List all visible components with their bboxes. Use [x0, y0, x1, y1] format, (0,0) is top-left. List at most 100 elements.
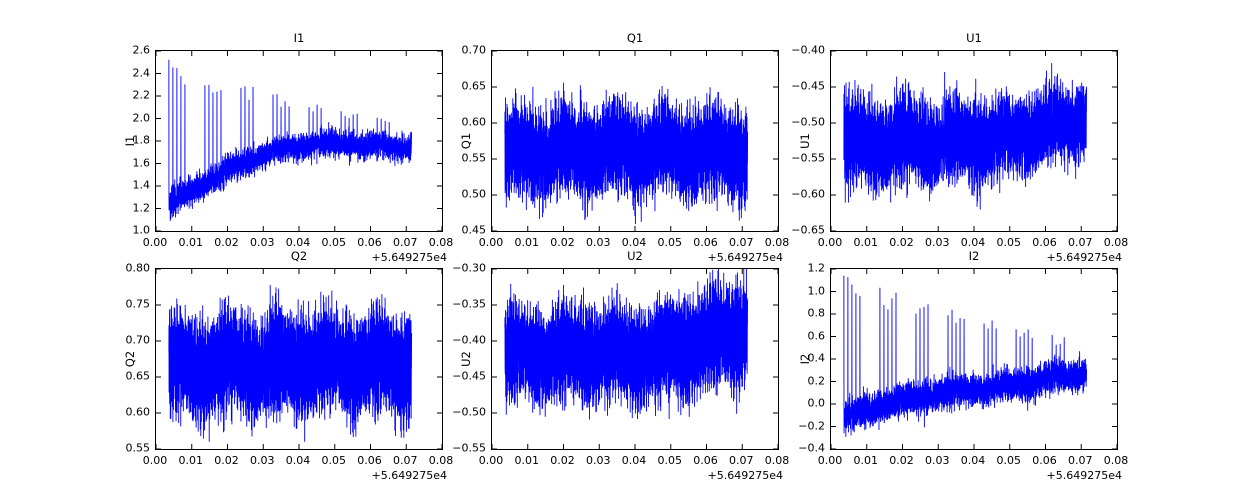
subplot-title-u1: U1	[966, 31, 982, 45]
x-tick-label: 0.01	[178, 236, 204, 249]
plot-area-q2	[155, 268, 443, 450]
x-tick-label: 0.07	[729, 454, 754, 467]
x-tick-label: 0.02	[550, 454, 575, 467]
x-tick-label: 0.08	[428, 454, 454, 467]
x-axis-offset-text: +5.649275e4	[1046, 469, 1122, 482]
y-tick-label: 0.50	[461, 187, 487, 201]
x-tick-label: 0.05	[321, 454, 347, 467]
y-tick-label: 1.4	[132, 178, 151, 192]
x-tick-label: 0.02	[889, 454, 914, 467]
x-tick-label: 0.07	[729, 236, 754, 249]
x-tick-label: 0.04	[621, 454, 647, 467]
x-tick-label: 0.05	[321, 236, 347, 249]
y-tick-label: 0.2	[807, 374, 826, 387]
x-tick-label: 0.00	[478, 454, 504, 467]
x-tick-label: 0.06	[357, 236, 382, 249]
y-tick-label: −0.65	[791, 223, 825, 237]
x-tick-label: 0.05	[657, 236, 683, 249]
x-tick-label: 0.06	[693, 454, 718, 467]
y-tick-label: 0.65	[461, 79, 487, 93]
x-axis-offset-text: +5.649275e4	[707, 251, 783, 264]
x-tick-label: 0.05	[657, 454, 683, 467]
x-tick-label: 0.03	[586, 454, 611, 467]
x-tick-label: 0.03	[586, 236, 611, 249]
x-tick-label: 0.05	[996, 236, 1022, 249]
y-tick-label: 1.0	[807, 284, 826, 297]
data-series-q2	[156, 269, 442, 449]
x-axis-offset-text: +5.649275e4	[1046, 251, 1122, 264]
x-tick-label: 0.04	[621, 236, 647, 249]
trace-i1	[168, 59, 413, 222]
y-tick-label: −0.30	[452, 261, 486, 275]
data-series-u2	[492, 269, 778, 449]
y-tick-label: 0.60	[461, 115, 487, 129]
x-tick-label: 0.01	[853, 236, 879, 249]
y-tick-label: 0.70	[125, 333, 151, 347]
data-series-i2	[831, 269, 1117, 449]
y-tick-label: 2.2	[132, 88, 151, 102]
y-tick-label: 0.65	[125, 369, 151, 383]
x-tick-label: 0.07	[393, 454, 418, 467]
y-tick-label: 2.0	[132, 111, 151, 124]
y-tick-label: −0.2	[798, 419, 825, 432]
x-tick-label: 0.00	[142, 454, 168, 467]
subplot-i1: I1 I1 1.0 1.2 1.4 1.6 1.8 2.0 2.2 2.4 2.6 0.00 0.01 0…	[123, 31, 453, 264]
y-tick-label: 0.55	[461, 151, 487, 165]
x-tick-label: 0.00	[817, 454, 843, 467]
x-tick-label: 0.02	[889, 236, 914, 249]
subplot-u2: U2 U2 −0.55 −0.50 −0.45 −0.40 −0.35 −0.30 0.00 0.…	[452, 249, 789, 482]
x-tick-label: 0.07	[1068, 236, 1093, 249]
x-axis-offset-text: +5.649275e4	[707, 469, 783, 482]
x-tick-label: 0.02	[550, 236, 575, 249]
plot-area-i2	[830, 268, 1118, 450]
x-axis-offset-text: +5.649275e4	[371, 251, 447, 264]
y-tick-label: 0.6	[807, 329, 826, 342]
y-tick-label: 1.8	[132, 133, 151, 147]
y-tick-label: 1.0	[132, 223, 151, 237]
y-tick-label: −0.50	[791, 115, 825, 129]
y-tick-label: −0.55	[452, 441, 486, 455]
x-tick-label: 0.08	[764, 236, 790, 249]
y-tick-label: 0.75	[125, 297, 151, 311]
y-tick-label: 1.2	[132, 201, 151, 214]
x-tick-label: 0.04	[285, 454, 311, 467]
x-tick-label: 0.01	[514, 236, 540, 249]
y-tick-label: −0.35	[452, 297, 486, 311]
y-tick-label: 0.4	[807, 351, 826, 365]
x-tick-label: 0.01	[514, 454, 540, 467]
x-tick-label: 0.05	[996, 454, 1022, 467]
subplot-title-q2: Q2	[290, 249, 308, 263]
x-tick-label: 0.06	[693, 236, 718, 249]
subplot-title-u2: U2	[627, 249, 643, 263]
x-tick-label: 0.04	[960, 236, 986, 249]
y-tick-label: 2.4	[132, 66, 151, 79]
x-tick-label: 0.08	[1103, 236, 1129, 249]
y-tick-label: −0.40	[791, 43, 825, 57]
x-tick-label: 0.08	[764, 454, 790, 467]
y-tick-label: 0.80	[125, 261, 151, 275]
y-tick-label: 0.8	[807, 306, 826, 320]
x-tick-label: 0.03	[250, 454, 275, 467]
x-axis-offset-text: +5.649275e4	[371, 469, 447, 482]
subplot-u1: U1 U1 −0.65 −0.60 −0.55 −0.50 −0.45 −0.40 0.00 0.…	[791, 31, 1128, 264]
x-tick-label: 0.03	[925, 236, 950, 249]
y-tick-label: 2.6	[132, 43, 151, 57]
y-tick-label: −0.60	[791, 187, 825, 201]
x-tick-label: 0.00	[817, 236, 843, 249]
x-tick-label: 0.06	[1032, 454, 1057, 467]
plot-area-u2	[491, 268, 779, 450]
trace-u1	[843, 63, 1088, 210]
x-tick-label: 0.06	[1032, 236, 1057, 249]
y-tick-label: 0.55	[125, 441, 151, 455]
y-tick-label: 0.70	[461, 43, 487, 57]
x-tick-label: 0.00	[478, 236, 504, 249]
y-tick-label: −0.4	[798, 441, 825, 455]
subplot-title-i1: I1	[293, 31, 305, 45]
trace-q2	[168, 285, 413, 442]
y-tick-label: −0.45	[452, 369, 486, 383]
trace-q1	[504, 82, 749, 225]
subplot-title-i2: I2	[968, 249, 980, 263]
subplot-q1: Q1 Q1 0.45 0.50 0.55 0.60 0.65 0.70 0.00 0.01 0.02…	[459, 31, 789, 264]
x-tick-label: 0.08	[1103, 454, 1129, 467]
subplot-i2: I2 I2 −0.4 −0.2 0.0 0.2 0.4 0.6 0.8 1.0 1.2 0.00 0.0…	[798, 249, 1128, 482]
